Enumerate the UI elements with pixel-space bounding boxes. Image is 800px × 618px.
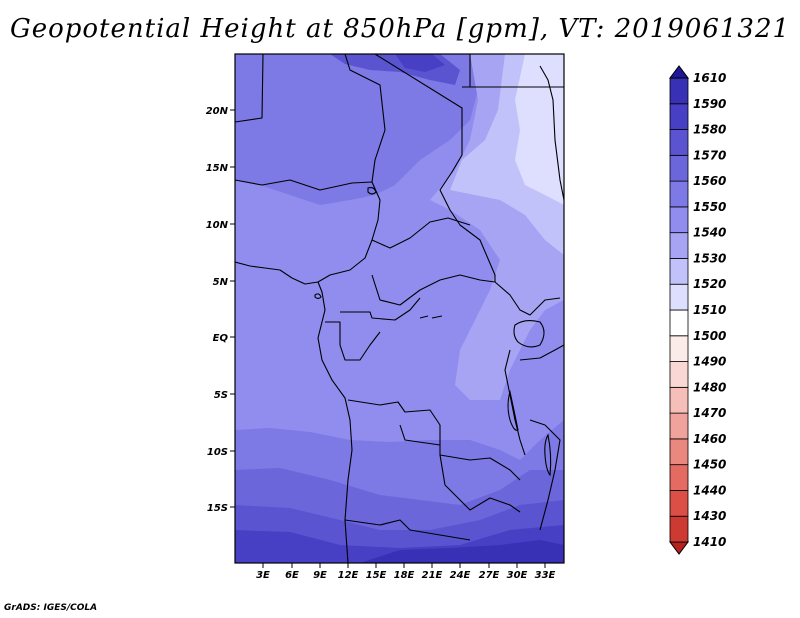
lat-label: 10S [207,447,228,458]
colorbar-bin [669,206,689,234]
colorbar-end-high [669,65,689,79]
lakes [314,186,552,477]
colorbar-bin [669,309,689,337]
colorbar-label: 1610 [693,71,726,85]
colorbar-label: 1450 [693,458,726,472]
colorbar-bin [669,258,689,285]
colorbar-label: 1440 [693,483,726,497]
border-angola-zambia [399,424,441,446]
lon-label: 15E [366,570,387,581]
lon-label: 24E [450,570,471,581]
border-nigeria-cameroon [317,219,379,283]
lat-label: 5N [213,277,229,288]
axis-ticks [230,109,546,568]
lon-label: 12E [338,570,359,581]
colorbar-label: 1410 [693,535,726,549]
river-marks [419,315,443,319]
colorbar-bin [669,180,689,208]
colorbar-end-low [669,541,689,555]
lon-label: 33E [535,570,556,581]
grads-credit: GrADS: IGES/COLA [4,603,98,613]
colorbar-label: 1520 [693,277,726,291]
bioko-island [314,293,322,300]
lon-label: 18E [394,570,415,581]
border-sahel [235,179,381,221]
field-north-1590 [395,54,445,72]
colorbar-label: 1510 [693,303,726,317]
field-south-1610 [360,540,564,563]
colorbar-label: 1530 [693,251,726,265]
colorbar-label: 1580 [693,123,726,137]
colorbar: 1410 1430 1440 1450 1460 1470 1480 1490 1500 1510… [669,65,726,555]
colorbar-label: 1590 [693,97,726,111]
lat-label: 5S [214,390,228,401]
colorbar-bin [669,386,689,414]
colorbar-label: 1490 [693,355,726,369]
lat-label: 20N [206,106,229,117]
lat-label: 15S [207,503,228,514]
colorbar-bin [669,515,689,543]
colorbar-bin [669,438,689,466]
colorbar-label: 1560 [693,174,726,188]
field-east-1520 [515,54,564,205]
border-mozambique [529,419,561,531]
lake-tanganyika [507,389,519,431]
colorbar-label: 1430 [693,509,726,523]
height-field [235,54,564,563]
lake-victoria [513,319,545,348]
border-congo-north [340,297,421,321]
lat-label: 15N [206,163,229,174]
border-niger-chad [344,54,386,183]
colorbar-bin [669,412,689,440]
map-title: Geopotential Height at 850hPa [gpm], VT:… [9,14,791,44]
colorbar-label: 1540 [693,226,726,240]
colorbar-label: 1550 [693,200,726,214]
lon-label: 30E [507,570,528,581]
border-gabon [325,321,381,361]
lat-label: 10N [206,220,229,231]
colorbar-bin [669,103,689,130]
border-angola-namibia [344,519,471,541]
colorbar-bin [669,490,689,517]
coastline [235,261,353,563]
colorbar-bin [669,232,689,259]
lon-labels: 3E 6E 9E 12E 15E 18E 21E 24E 27E 30E 33E [256,570,555,581]
field-north-1560 [235,54,478,205]
colorbar-label: 1470 [693,406,726,420]
border-sudan-kenya [494,281,561,316]
red-sea-coast [539,65,564,201]
colorbar-bin [669,464,689,491]
border-uganda-kenya [519,344,564,361]
lake-chad [367,186,377,195]
colorbar-bin [669,77,689,105]
colorbar-label: 1460 [693,432,726,446]
lake-malawi [544,433,552,477]
lon-label: 9E [313,570,327,581]
colorbar-label: 1570 [693,148,726,162]
lon-label: 27E [479,570,500,581]
border-car-north [371,217,471,249]
border-west [235,54,264,123]
lat-label: EQ [213,333,229,344]
plot-frame [234,53,565,564]
colorbar-bin [669,283,689,311]
lon-label: 21E [422,570,443,581]
border-drc-angola [347,399,521,481]
colorbar-bin [669,335,689,362]
border-car-south [371,274,496,306]
colorbar-bin [669,154,689,182]
border-chad-sudan [374,54,496,282]
country-borders [235,54,564,563]
lon-label: 3E [256,570,270,581]
border-rift [504,349,526,456]
colorbar-label: 1480 [693,380,726,394]
colorbar-label: 1500 [693,329,726,343]
lon-label: 6E [285,570,299,581]
colorbar-bin [669,361,689,388]
lat-labels: 20N 15N 10N 5N EQ 5S 10S 15S [206,106,229,514]
colorbar-bin [669,129,689,156]
border-zambia-south [439,454,521,513]
